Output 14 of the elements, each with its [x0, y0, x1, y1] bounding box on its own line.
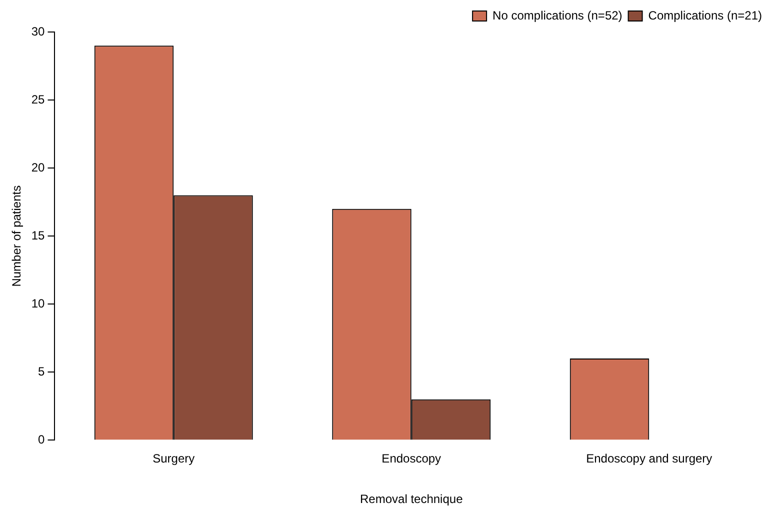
- y-tick-label: 0: [38, 432, 46, 447]
- y-tick-label: 15: [31, 228, 46, 242]
- legend-label: Complications (n=21): [648, 8, 762, 22]
- x-axis-title: Removal technique: [360, 492, 464, 506]
- y-tick-label: 20: [31, 160, 46, 174]
- y-tick-label: 10: [31, 296, 46, 310]
- x-tick-label: Surgery: [152, 452, 195, 466]
- y-axis-title: Number of patients: [10, 185, 24, 287]
- x-tick-label: Endoscopy and surgery: [586, 452, 712, 466]
- legend-label: No complications (n=52): [492, 8, 622, 22]
- y-tick-label: 25: [31, 92, 46, 106]
- y-tick-label: 5: [38, 364, 46, 378]
- x-tick-label: Endoscopy: [382, 452, 442, 466]
- y-tick-label: 30: [31, 24, 46, 38]
